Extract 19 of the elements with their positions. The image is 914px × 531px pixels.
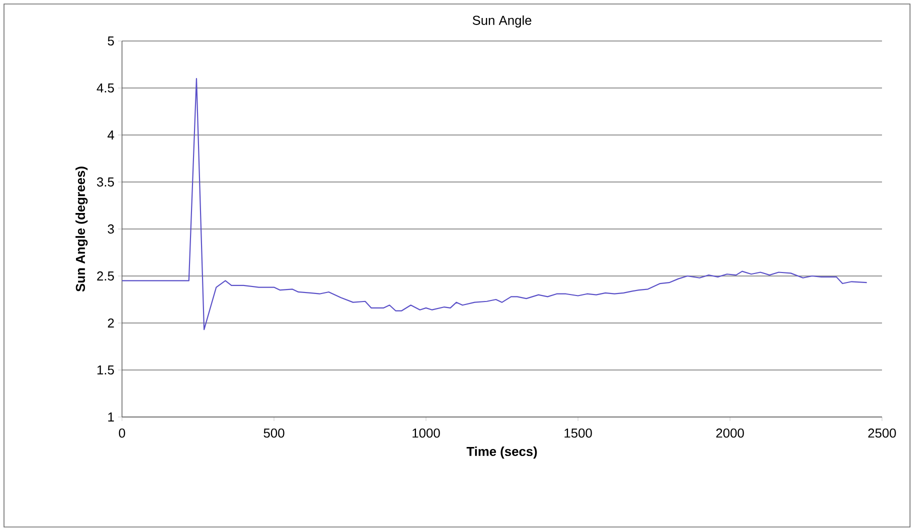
y-tick-label: 5 [108, 36, 114, 46]
y-tick-label: 4.5 [96, 83, 114, 93]
x-tick-label: 2000 [716, 428, 744, 438]
x-tick-label: 2500 [868, 428, 896, 438]
x-axis-title: Time (secs) [466, 446, 537, 459]
x-tick-label: 1000 [412, 428, 440, 438]
y-tick-label: 3 [108, 224, 114, 234]
chart-title: Sun Angle [472, 15, 532, 28]
y-tick-label: 3.5 [96, 177, 114, 187]
y-tick-label: 4 [108, 130, 114, 140]
y-axis-title: Sun Angle (degrees) [76, 166, 88, 292]
x-tick-label: 0 [118, 428, 126, 438]
y-tick-label: 1.5 [97, 365, 114, 375]
x-tick-label: 1500 [564, 428, 592, 438]
y-tick-label: 2 [108, 318, 114, 328]
y-tick-label: 1 [108, 412, 114, 422]
x-tick-label: 500 [264, 428, 284, 438]
y-tick-label: 2.5 [97, 271, 114, 281]
line-series [121, 78, 868, 330]
